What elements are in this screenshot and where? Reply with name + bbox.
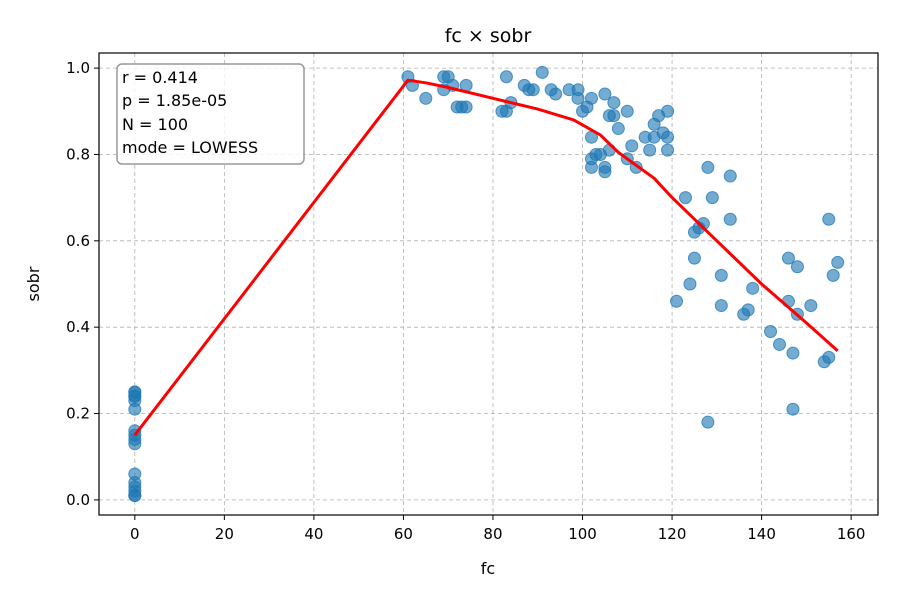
data-point — [705, 191, 719, 205]
stat-mode: mode = LOWESS — [122, 138, 258, 157]
data-point — [128, 437, 142, 451]
data-point — [804, 299, 818, 313]
stat-p: p = 1.85e-05 — [122, 91, 227, 110]
data-point — [607, 96, 621, 110]
lowess-trend-line — [133, 78, 839, 437]
x-tick-label: 20 — [215, 525, 234, 543]
data-point — [790, 260, 804, 274]
data-point — [598, 87, 612, 101]
data-point — [643, 143, 657, 157]
data-point — [723, 212, 737, 226]
chart-title: fc × sobr — [445, 25, 532, 47]
x-tick-label: 0 — [130, 525, 140, 543]
data-point — [741, 303, 755, 317]
data-point — [661, 104, 675, 118]
data-point — [786, 402, 800, 416]
x-tick-label: 60 — [394, 525, 413, 543]
y-tick-label: 0.8 — [66, 145, 90, 163]
data-point — [459, 100, 473, 114]
data-point — [714, 268, 728, 282]
data-point — [549, 87, 563, 101]
stat-r: r = 0.414 — [122, 68, 198, 87]
data-point — [535, 65, 549, 79]
data-point — [128, 489, 142, 503]
data-point — [499, 70, 513, 84]
x-tick-label: 100 — [568, 525, 597, 543]
data-point — [128, 402, 142, 416]
data-point — [611, 122, 625, 136]
data-point — [701, 415, 715, 429]
data-point — [678, 191, 692, 205]
axis-ticks: 0 20 40 60 80 100 120 140 160 0.0 0.2 0.4 0.6 0.8 1.0 — [66, 59, 865, 543]
data-point — [128, 389, 142, 403]
stat-n: N = 100 — [122, 115, 188, 134]
data-point — [826, 268, 840, 282]
data-point — [701, 160, 715, 174]
data-point — [773, 337, 787, 351]
data-point — [620, 104, 634, 118]
y-axis-label: sobr — [24, 266, 43, 301]
data-point — [831, 255, 845, 269]
data-point — [598, 165, 612, 179]
data-point — [670, 294, 684, 308]
data-point — [584, 91, 598, 105]
x-tick-label: 40 — [304, 525, 323, 543]
data-point — [781, 251, 795, 265]
data-point — [683, 277, 697, 291]
x-tick-label: 140 — [747, 525, 776, 543]
y-tick-label: 0.6 — [66, 232, 90, 250]
y-tick-label: 0.2 — [66, 405, 90, 423]
data-point — [571, 91, 585, 105]
trend-layer — [133, 78, 839, 437]
data-point — [786, 346, 800, 360]
data-point — [746, 281, 760, 295]
y-tick-label: 1.0 — [66, 59, 90, 77]
stats-box-frame — [116, 63, 305, 165]
data-point — [656, 126, 670, 140]
y-tick-label: 0.0 — [66, 491, 90, 509]
x-axis-label: fc — [481, 559, 495, 578]
data-point — [714, 299, 728, 313]
x-tick-label: 80 — [483, 525, 502, 543]
data-point — [822, 212, 836, 226]
stats-box: r = 0.414 p = 1.85e-05 N = 100 mode = LO… — [116, 63, 305, 165]
x-tick-label: 160 — [837, 525, 866, 543]
data-point — [625, 139, 639, 153]
data-point — [419, 91, 433, 105]
data-point — [687, 251, 701, 265]
data-point — [607, 109, 621, 123]
data-point — [584, 160, 598, 174]
y-tick-label: 0.4 — [66, 318, 90, 336]
plot-frame — [98, 52, 879, 516]
data-point — [526, 83, 540, 97]
data-point — [764, 324, 778, 338]
data-point — [822, 350, 836, 364]
data-point — [723, 169, 737, 183]
x-tick-label: 120 — [658, 525, 687, 543]
data-point — [661, 143, 675, 157]
